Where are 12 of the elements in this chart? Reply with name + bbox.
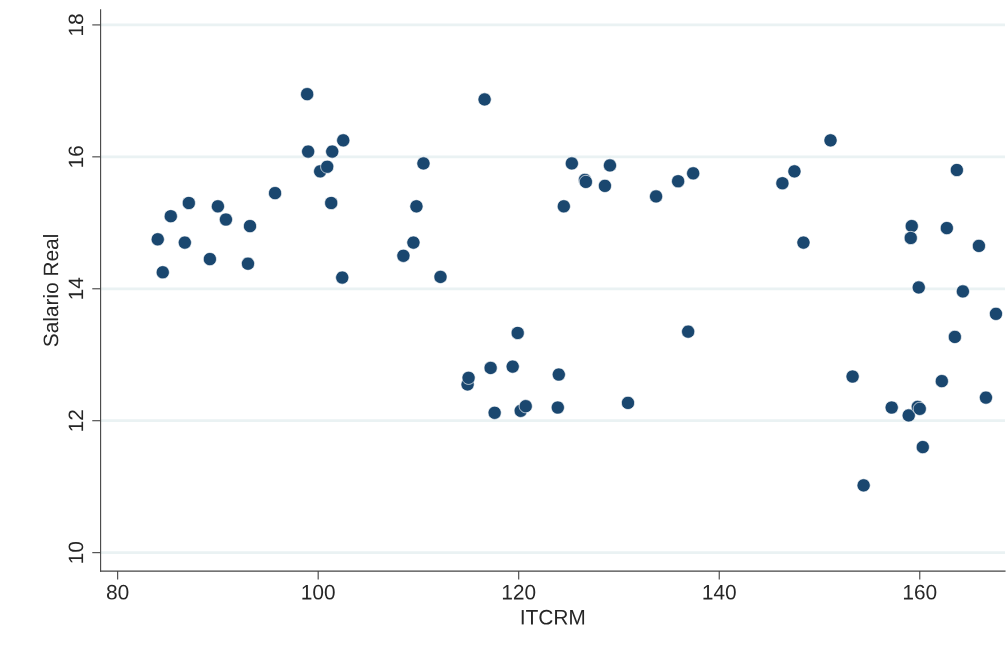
y-tick-label: 12: [68, 410, 84, 431]
x-tick-label: 100: [302, 584, 335, 600]
x-tick-label: 120: [502, 584, 536, 600]
y-tick-label: 16: [68, 146, 84, 167]
y-tick-label: 14: [68, 277, 84, 299]
y-tick-label: 18: [68, 14, 84, 35]
x-tick-label: 140: [703, 584, 736, 600]
x-axis-title: ITCRM: [521, 609, 585, 625]
x-tick-label: 80: [106, 584, 129, 600]
y-axis-title: Salario Real: [43, 235, 59, 347]
x-tick-label: 160: [903, 584, 937, 600]
y-tick-label: 10: [68, 541, 84, 563]
